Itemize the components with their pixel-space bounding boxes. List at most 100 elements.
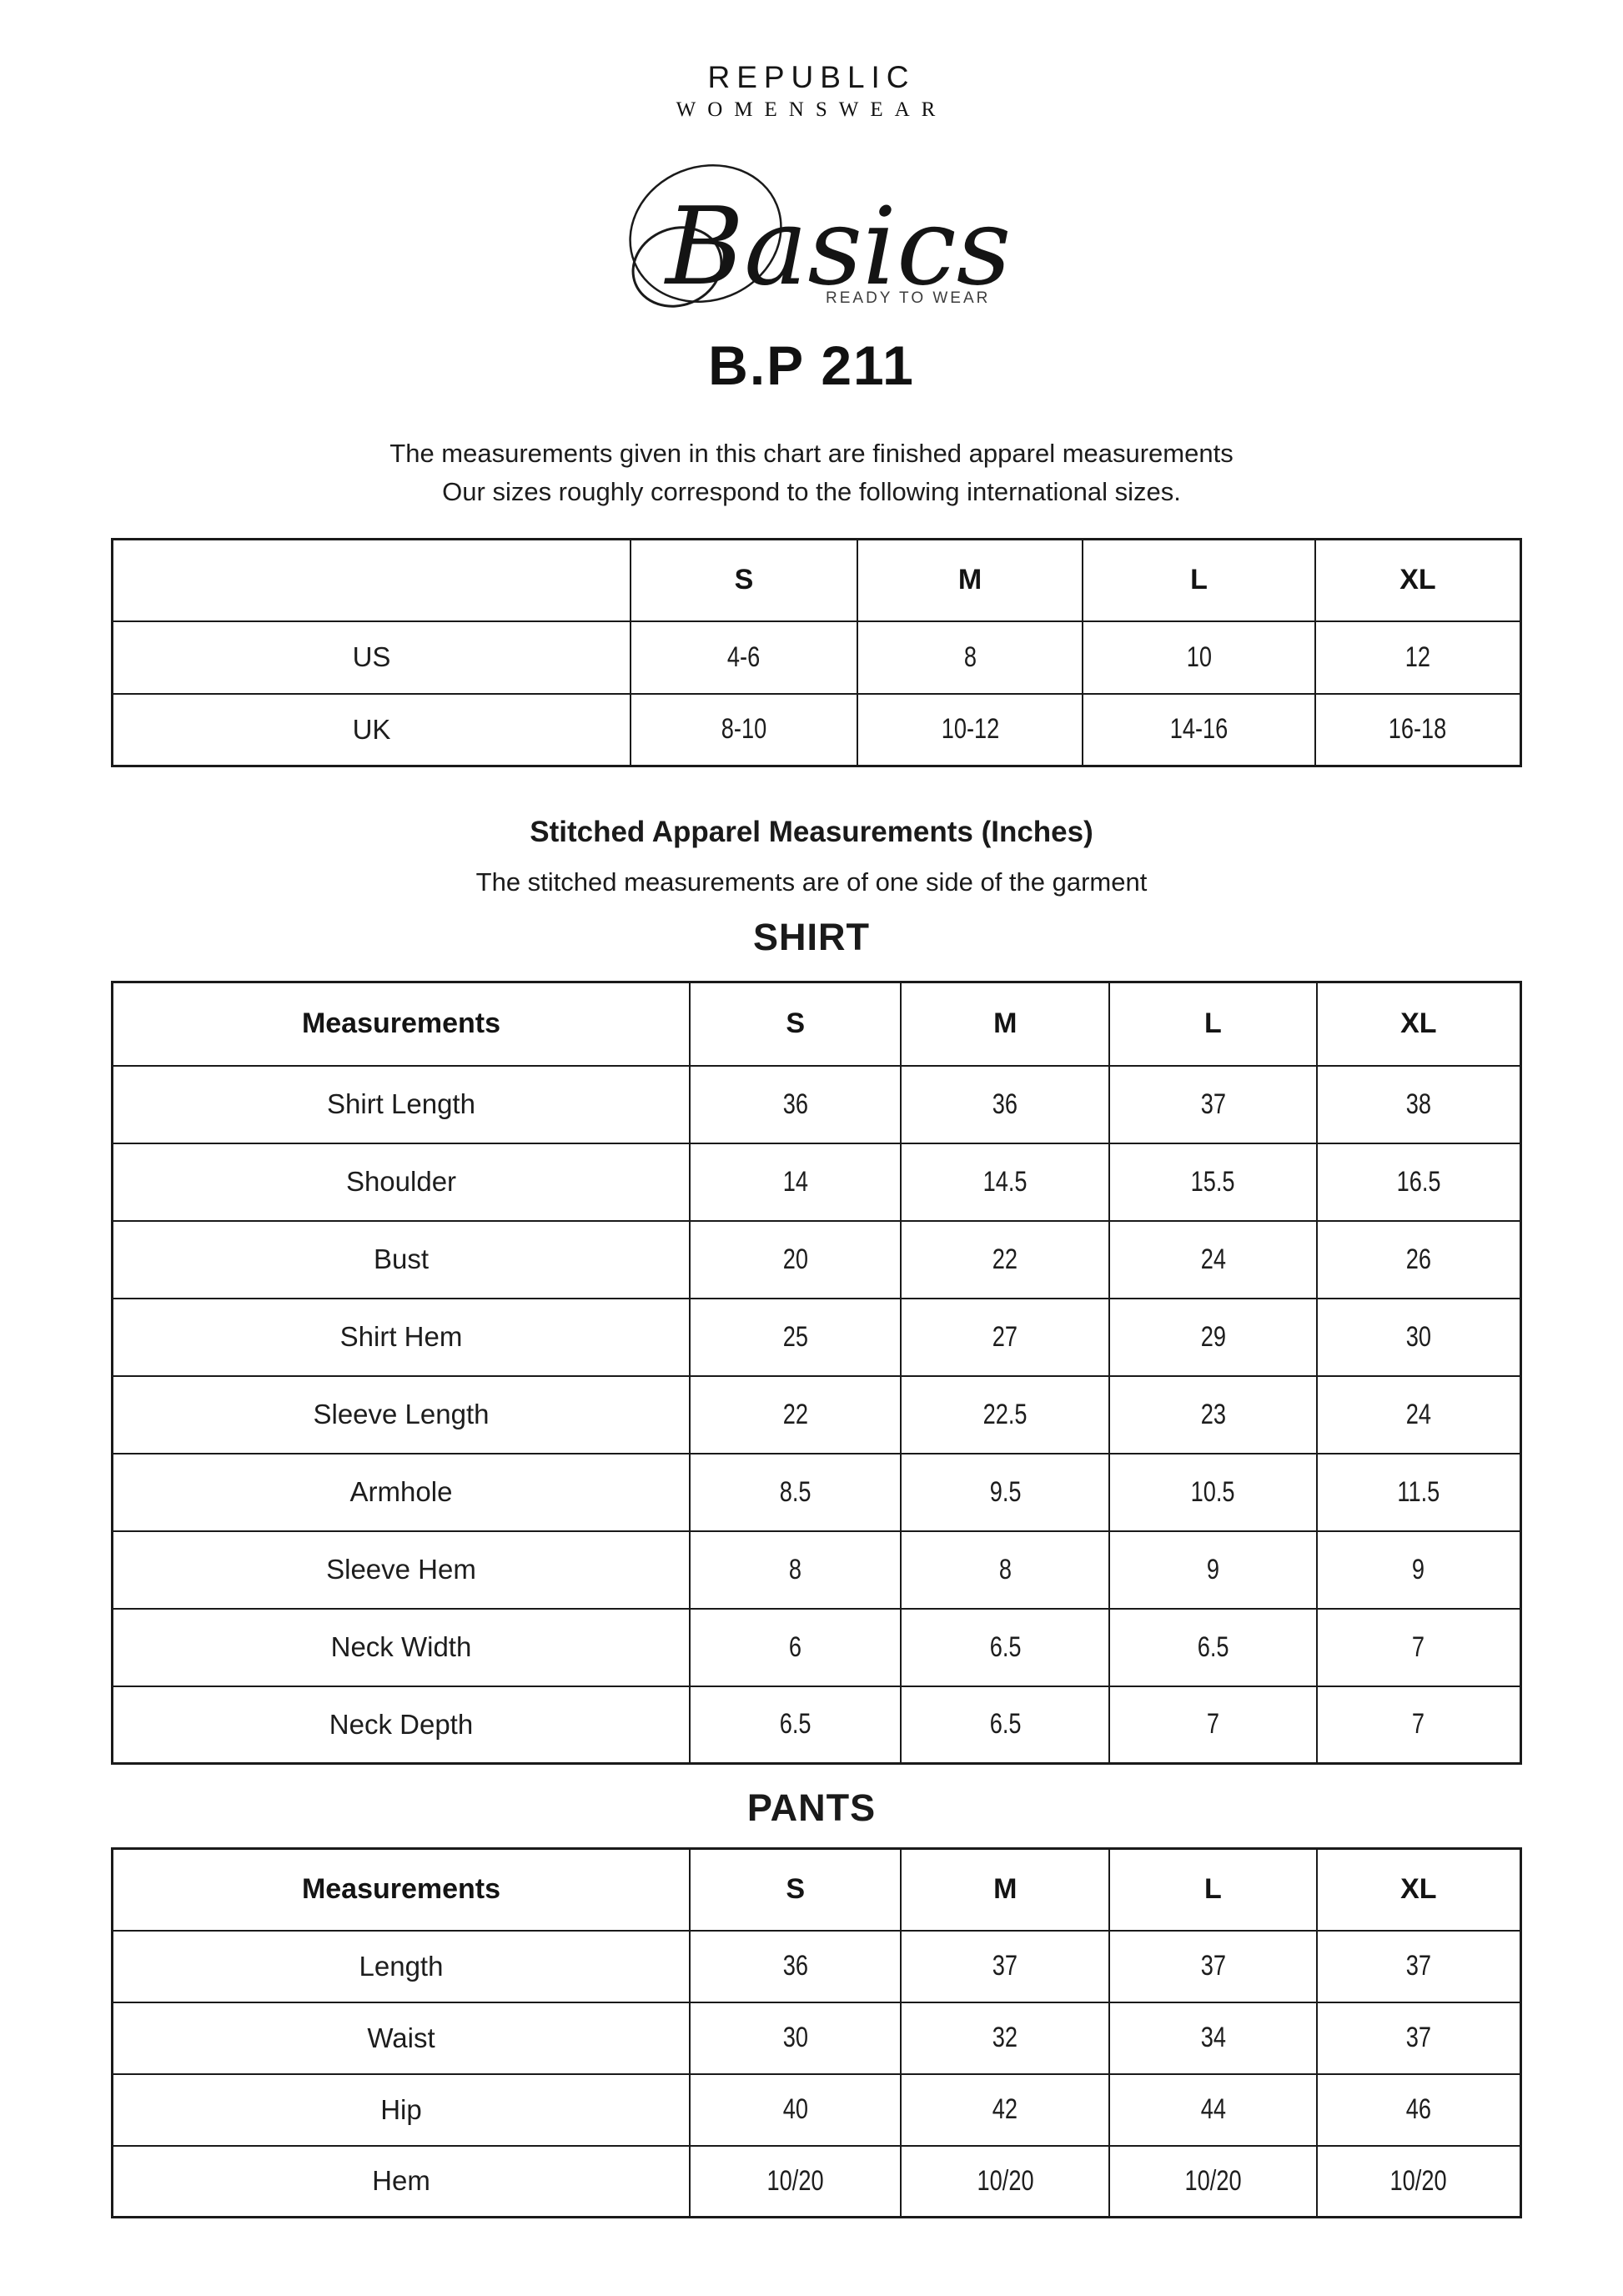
- header-cell-size-M: M: [900, 1847, 1111, 1932]
- table-cell: 9: [1108, 1530, 1318, 1610]
- cell-value: 34: [1200, 2022, 1226, 2053]
- cell-value: 37: [1200, 1088, 1226, 1120]
- logo-tagline: READY TO WEAR: [826, 289, 991, 307]
- cell-value: 10/20: [1389, 2164, 1447, 2197]
- table-cell: 8: [856, 620, 1084, 695]
- shirt-measurements-table: Measurements S M L XL Shirt Length 36 36 37 38 Sho…: [111, 981, 1522, 1765]
- table-row: Hem 10/20 10/20 10/20 10/20: [111, 2144, 1522, 2218]
- intro-line-2: Our sizes roughly correspond to the foll…: [442, 477, 1181, 506]
- row-label: US: [111, 620, 632, 695]
- header-cell-label: Measurements: [111, 981, 691, 1067]
- cell-value: 6.5: [989, 1630, 1022, 1663]
- row-label: Shoulder: [111, 1142, 691, 1222]
- cell-value: 37: [1405, 2022, 1431, 2053]
- cell-value: 6.5: [989, 1708, 1022, 1741]
- table-cell: 15.5: [1108, 1142, 1318, 1222]
- row-label: Neck Width: [111, 1607, 691, 1687]
- row-label: Length: [111, 1929, 691, 2003]
- table-cell: 37: [1108, 1064, 1318, 1144]
- row-label: Sleeve Hem: [111, 1530, 691, 1610]
- cell-value: 24: [1405, 1398, 1431, 1430]
- table-cell: 24: [1315, 1374, 1522, 1454]
- table-row: Shirt Hem 25 27 29 30: [111, 1297, 1522, 1377]
- table-cell: 36: [900, 1064, 1111, 1144]
- cell-value: 7: [1412, 1630, 1425, 1663]
- cell-value: 37: [1405, 1950, 1431, 1982]
- cell-value: 40: [782, 2093, 808, 2125]
- pants-table-title: PANTS: [746, 1786, 877, 1829]
- pants-measurements-section: Measurements S M L XL Length 36 37 37 37 Waist 30 32…: [111, 1847, 1522, 2218]
- cell-value: 10: [1186, 641, 1212, 673]
- cell-value: 37: [992, 1950, 1018, 1982]
- cell-value: 14-16: [1169, 713, 1229, 746]
- size-conversion-table: S M L XL US 4-6 8 10 12 UK 8-10 10-12 14-16 16-18: [111, 538, 1522, 767]
- table-cell: 10-12: [856, 692, 1084, 767]
- cell-value: 12: [1404, 641, 1431, 673]
- cell-value: 8: [998, 1553, 1012, 1585]
- row-label: Bust: [111, 1219, 691, 1299]
- cell-value: 9.5: [989, 1475, 1022, 1508]
- header-row: Measurements S M L XL: [111, 1847, 1522, 1932]
- table-cell: 16.5: [1315, 1142, 1522, 1222]
- cell-value: 23: [1200, 1398, 1226, 1430]
- cell-value: 8: [963, 641, 977, 673]
- table-cell: 10: [1082, 620, 1316, 695]
- table-cell: 36: [688, 1929, 902, 2003]
- table-cell: 38: [1315, 1064, 1522, 1144]
- table-cell: 4-6: [630, 620, 858, 695]
- cell-value: 8: [789, 1553, 802, 1585]
- row-label: Shirt Hem: [111, 1297, 691, 1377]
- table-cell: 8-10: [630, 692, 858, 767]
- pants-measurements-table: Measurements S M L XL Length 36 37 37 37 Waist 30 32…: [111, 1847, 1522, 2218]
- cell-value: 30: [1405, 1320, 1431, 1353]
- table-cell: 16-18: [1314, 692, 1522, 767]
- cell-value: 42: [992, 2093, 1018, 2125]
- table-row: Shoulder 14 14.5 15.5 16.5: [111, 1142, 1522, 1222]
- cell-value: 30: [782, 2022, 808, 2053]
- header-cell-label: [111, 538, 632, 622]
- cell-value: 7: [1206, 1708, 1219, 1741]
- cell-value: 37: [1200, 1950, 1226, 1982]
- cell-value: 36: [782, 1950, 808, 1982]
- cell-value: 22: [782, 1398, 808, 1430]
- table-cell: 37: [1108, 1929, 1318, 2003]
- cell-value: 44: [1200, 2093, 1226, 2125]
- table-cell: 9.5: [900, 1452, 1111, 1532]
- table-cell: 8.5: [688, 1452, 902, 1532]
- table-row: Shirt Length 36 36 37 38: [111, 1064, 1522, 1144]
- cell-value: 26: [1405, 1243, 1431, 1275]
- header-cell-size-XL: XL: [1315, 1847, 1522, 1932]
- table-cell: 24: [1108, 1219, 1318, 1299]
- row-label: Shirt Length: [111, 1064, 691, 1144]
- table-row: Waist 30 32 34 37: [111, 2001, 1522, 2075]
- table-cell: 20: [688, 1219, 902, 1299]
- table-row: US 4-6 8 10 12: [111, 620, 1522, 695]
- cell-value: 22: [992, 1243, 1018, 1275]
- table-cell: 32: [900, 2001, 1111, 2075]
- table-cell: 14: [688, 1142, 902, 1222]
- table-cell: 10/20: [688, 2144, 902, 2218]
- cell-value: 14.5: [982, 1165, 1028, 1198]
- cell-value: 15.5: [1190, 1165, 1235, 1198]
- cell-value: 10/20: [1184, 2164, 1242, 2197]
- table-cell: 22.5: [900, 1374, 1111, 1454]
- row-label: Hip: [111, 2072, 691, 2147]
- table-cell: 40: [688, 2072, 902, 2147]
- logo-flourish-small: [631, 226, 723, 308]
- table-cell: 10/20: [900, 2144, 1111, 2218]
- table-cell: 37: [1315, 1929, 1522, 2003]
- cell-value: 8.5: [779, 1475, 812, 1508]
- table-cell: 7: [1315, 1607, 1522, 1687]
- logo-script-text: Basics: [664, 185, 1007, 309]
- table-row: Sleeve Length 22 22.5 23 24: [111, 1374, 1522, 1454]
- table-cell: 14-16: [1082, 692, 1316, 767]
- table-row: Neck Width 6 6.5 6.5 7: [111, 1607, 1522, 1687]
- shirt-measurements-section: Measurements S M L XL Shirt Length 36 36 37 38 Sho…: [111, 981, 1522, 1765]
- table-cell: 44: [1108, 2072, 1318, 2147]
- header-cell-size-M: M: [900, 981, 1111, 1067]
- cell-value: 16-18: [1389, 713, 1447, 746]
- table-cell: 25: [688, 1297, 902, 1377]
- header-cell-size-M: M: [856, 538, 1084, 622]
- shirt-table-title: SHIRT: [753, 916, 870, 958]
